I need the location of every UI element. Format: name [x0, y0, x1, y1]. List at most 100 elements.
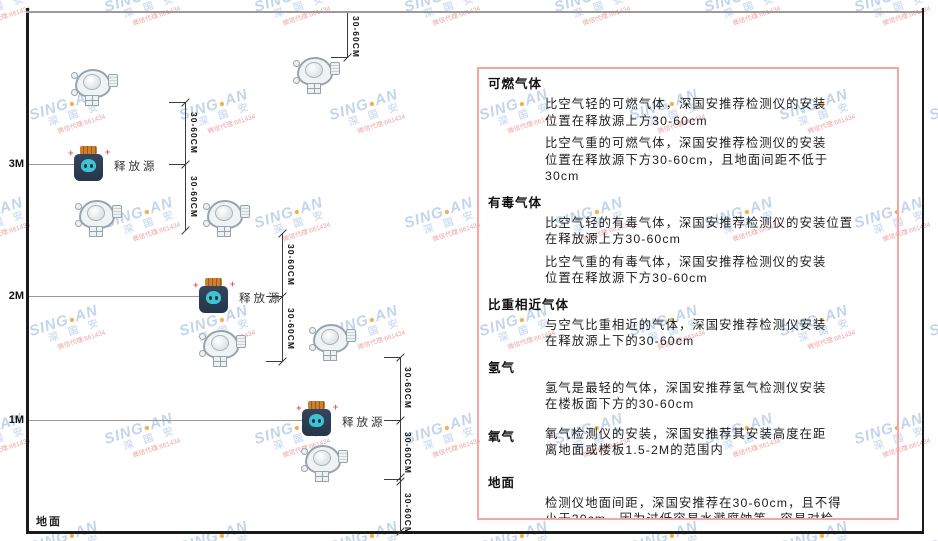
panel-text-line: 离地面或楼板1.5-2M的范围内 [545, 443, 724, 457]
leader-line-2m [29, 296, 199, 297]
dim-connector [266, 361, 282, 362]
watermark-dot-icon: ● [0, 0, 2, 3]
dim-label-ground-gap: 30-60CM [403, 493, 413, 535]
watermark-brand-text: SING●AN [702, 0, 812, 16]
gas-detector-icon [70, 64, 118, 106]
release-source-label: 释放源 [342, 417, 386, 429]
watermark-dot-icon: ● [0, 421, 3, 435]
panel-text-line: 比空气重的可燃气体，深国安推荐检测仪的安装 [545, 136, 827, 150]
release-source-label: 释放源 [239, 293, 283, 305]
gas-detector-icon [198, 325, 246, 367]
watermark-brand-text: SING●AN [327, 517, 401, 541]
panel-section: 有毒气体 比空气轻的有毒气体，深国安推荐检测仪的安装位置 在释放源上方30-60cm… [488, 192, 889, 287]
panel-section-body: 氧气检测仪的安装，深国安推荐其安装高度在距 离地面或楼板1.5-2M的范围内 [545, 426, 826, 465]
watermark-agent-text: 微信代理:661434 [207, 113, 257, 136]
watermark-brand-text: SING●AN [27, 301, 101, 341]
panel-paragraph: 比空气重的可燃气体，深国安推荐检测仪的安装 位置在释放源下方30-60cm，且地面… [545, 135, 889, 185]
watermark-sub-text: 深 国 安 [347, 316, 404, 345]
watermark-agent-text: 微信代理:661434 [357, 329, 407, 352]
watermark-agent-text: 微信代理:661434 [57, 113, 107, 136]
watermark-brand-text: SING●AN [102, 0, 212, 16]
dim-connector [266, 296, 282, 297]
dim-connector [331, 57, 347, 58]
watermark-agent-text: 微信代理:661434 [432, 5, 482, 28]
panel-text-line: 在释放源上方30-60cm [545, 232, 681, 246]
panel-section-header: 地面 [488, 475, 516, 490]
watermark-dot-icon: ● [292, 205, 303, 219]
panel-text-line: 位置在释放源下方30-60cm [545, 271, 708, 285]
watermark-dot-icon: ● [367, 313, 378, 327]
panel-text-line: 氧气检测仪的安装，深国安推荐其安装高度在距 [545, 426, 827, 441]
watermark-agent-text: 微信代理:661434 [0, 437, 32, 460]
watermark-dot-icon: ● [217, 97, 228, 111]
panel-text-line: 比空气轻的有毒气体，深国安推荐检测仪的安装位置 [545, 215, 854, 230]
left-wall-line [26, 8, 29, 534]
watermark-brand-text: SING●AN [0, 0, 62, 16]
panel-paragraph: 氢气是最轻的气体，深国安推荐氢气检测仪安装 在楼板面下方的30-60cm [545, 380, 889, 413]
watermark-dot-icon: ● [892, 0, 902, 3]
dim-connector [384, 420, 400, 421]
leader-line-3m [29, 164, 75, 165]
panel-section: 比重相近气体与空气比重相近的气体，深国安推荐检测仪安装 在释放源上下的30-60c… [488, 294, 889, 350]
panel-text-line: 位置在释放源下方30-60cm，且地面间距不低于 [545, 152, 829, 167]
watermark-sub-text: 深 国 安 [122, 424, 179, 453]
watermark-agent-text: 微信代理:661434 [57, 329, 107, 352]
release-source-icon [197, 278, 231, 316]
dim-label-3m-above: 30-60CM [189, 112, 199, 154]
watermark-brand-text: SING●AN [852, 0, 938, 16]
watermark-agent-text: 微信代理:661434 [732, 5, 782, 28]
watermark-brand-text: SING●AN [927, 311, 938, 341]
panel-section-header: 比重相近气体 [488, 297, 570, 312]
release-source-icon [300, 401, 334, 439]
dim-connector [384, 479, 400, 480]
watermark-agent-text: 微信代理:661434 [282, 221, 332, 244]
watermark-sub-text: 深 国 安 [197, 100, 254, 129]
installation-guide-panel: 可燃气体 比空气轻的可燃气体，深国安推荐检测仪的安装 位置在释放源上方30-60cm… [477, 67, 899, 520]
panel-section-body: 与空气比重相近的气体，深国安推荐检测仪安装 在释放源上下的30-60cm [545, 317, 889, 350]
dim-label-2m-below: 30-60CM [286, 308, 296, 350]
watermark-brand-text: SING●AN [252, 0, 362, 16]
dimension-line-1m [400, 357, 401, 532]
panel-text-line: 小于30cm，因为过低容易水溅腐蚀等，容易对检 [545, 512, 835, 520]
panel-section-header: 氧气 [488, 429, 516, 444]
watermark-dot-icon: ● [442, 205, 453, 219]
panel-paragraph: 与空气比重相近的气体，深国安推荐检测仪安装 在释放源上下的30-60cm [545, 317, 889, 350]
dim-label-ceiling: 30-60CM [351, 16, 361, 58]
leader-line-1m [29, 420, 302, 421]
release-source-label: 释放源 [114, 161, 158, 173]
panel-paragraph: 比空气轻的可燃气体，深国安推荐检测仪的安装 位置在释放源上方30-60cm [545, 96, 889, 129]
watermark-dot-icon: ● [142, 205, 153, 219]
ground-label: 地面 [36, 516, 62, 528]
watermark-brand-text: SING●AN [927, 95, 938, 125]
dimension-line-ceiling [347, 13, 348, 58]
watermark-agent-text: 微信代理:661434 [357, 113, 407, 136]
watermark-brand-text: SING●AN [327, 85, 401, 125]
watermark-brand-text: SING●AN [252, 193, 326, 233]
watermark-sub-text: 深 国 安 [0, 208, 29, 237]
dimension-line-3m [185, 102, 186, 230]
watermark-brand-text: SING●AN [927, 506, 938, 541]
watermark-agent-text: 微信代理:661434 [582, 5, 632, 28]
watermark-brand-text: SING●AN [0, 182, 62, 232]
floor-line [26, 531, 924, 534]
watermark-agent-text: 微信代理:661434 [882, 5, 932, 28]
watermark-sub-text: 深 国 安 [796, 517, 890, 541]
watermark-brand-text: SING●AN [102, 409, 176, 449]
panel-text-line: 位置在释放源上方30-60cm [545, 113, 708, 128]
dim-label-2m-above: 30-60CM [286, 244, 296, 286]
panel-section-header: 可燃气体 [488, 77, 543, 91]
gas-detector-icon [308, 319, 356, 361]
watermark-dot-icon: ● [442, 421, 453, 435]
